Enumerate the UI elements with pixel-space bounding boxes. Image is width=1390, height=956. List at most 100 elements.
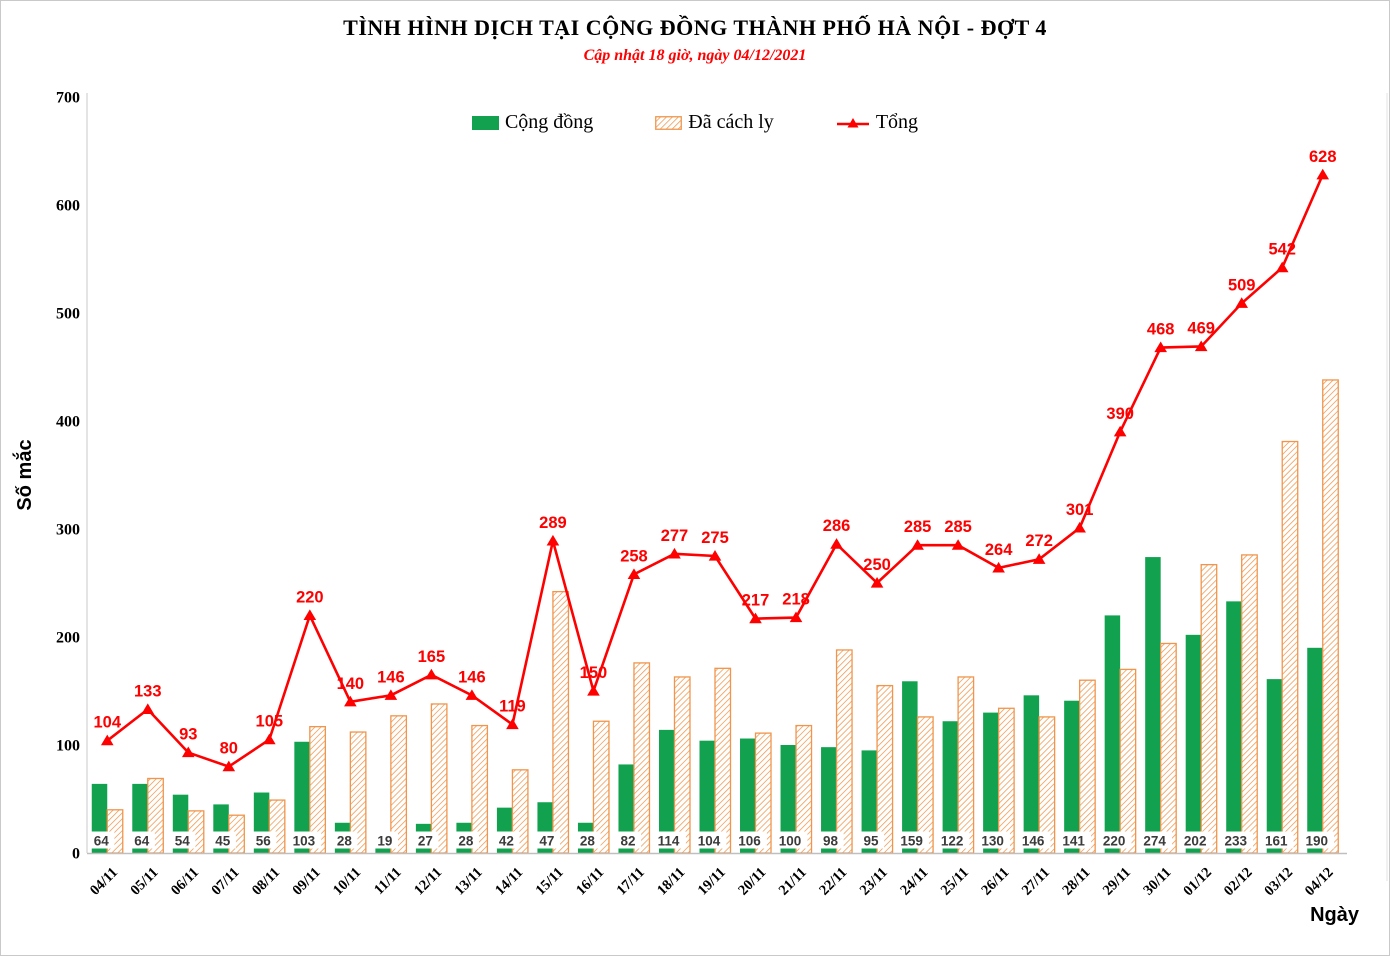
bar-value-label-box: [817, 831, 844, 849]
bar-value-label-box: [857, 831, 885, 849]
bar-value-label-box: [1096, 831, 1132, 849]
x-tick-label: 11/11: [371, 865, 405, 899]
bar-cong-dong: [1023, 695, 1040, 853]
y-axis-title: Số mắc: [12, 439, 36, 510]
bar-cong-dong: [1145, 557, 1161, 853]
bar-value-label: 27: [418, 834, 433, 849]
total-value-label: 264: [985, 541, 1013, 559]
bar-value-label: 64: [134, 834, 150, 849]
bar-da-cach-ly: [430, 703, 448, 854]
x-tick-label: 01/12: [1180, 865, 1215, 900]
bar-value-label-box: [88, 831, 115, 849]
total-value-label: 150: [580, 664, 608, 682]
legend-item-cong-dong: Cộng đồng: [471, 111, 593, 134]
bar-value-label: 47: [539, 834, 554, 849]
bar-value-label-box: [651, 831, 686, 849]
bar-cong-dong: [1266, 679, 1283, 853]
bar-value-label: 122: [941, 834, 964, 849]
bar-da-cach-ly: [997, 707, 1015, 854]
bar-value-labels: 64 64 54 45 56 103 28 19 27 28 42 47 28 82 114 104 106 10…: [88, 831, 1335, 849]
total-marker-triangle: [992, 561, 1005, 573]
bar-value-label-box: [286, 831, 322, 849]
x-tick-label: 18/11: [654, 865, 688, 899]
bar-cong-dong: [780, 745, 797, 853]
legend-item-da-cach-ly: Đã cách ly: [655, 111, 774, 134]
bar-cong-dong: [1226, 601, 1242, 853]
total-value-label: 133: [134, 682, 162, 700]
total-marker-triangle: [384, 689, 398, 700]
total-value-label: 146: [377, 668, 405, 686]
total-marker-triangle: [870, 577, 884, 588]
x-tick-label: 28/11: [1059, 865, 1093, 899]
y-tick-label: 600: [56, 198, 80, 215]
total-marker-triangle: [1194, 340, 1208, 352]
total-marker-triangle: [627, 568, 641, 579]
y-tick-label: 0: [72, 846, 80, 863]
total-value-label: 217: [742, 592, 770, 610]
total-markers: [100, 168, 1330, 772]
x-tick-label: 15/11: [533, 865, 567, 899]
x-tick-label: 14/11: [492, 865, 526, 899]
total-value-label: 390: [1106, 405, 1134, 423]
x-tick-label: 06/11: [168, 865, 202, 899]
bar-cong-dong: [294, 741, 310, 853]
bar-value-label: 146: [1022, 834, 1045, 849]
bar-cong-dong: [821, 747, 837, 853]
total-value-label: 105: [256, 713, 284, 731]
bar-value-label: 28: [337, 834, 353, 849]
x-tick-label: 26/11: [978, 865, 1012, 899]
total-value-label: 218: [782, 591, 810, 609]
bar-da-cach-ly: [1160, 642, 1177, 854]
bar-value-label-box: [1258, 831, 1294, 849]
bar-value-label-box: [169, 831, 196, 849]
x-tick-labels: 04/11 05/11 06/11 07/11 08/11 09/11 10/11 11/11…: [87, 865, 1337, 900]
total-marker-triangle: [506, 718, 519, 730]
total-value-label: 258: [620, 547, 648, 565]
bar-da-cach-ly: [552, 590, 570, 854]
total-marker-triangle: [263, 733, 276, 745]
total-value-label: 93: [179, 726, 197, 744]
bar-value-label: 202: [1184, 834, 1207, 849]
total-marker-triangle: [141, 703, 155, 714]
x-tick-label: 20/11: [735, 865, 769, 899]
y-tick-label: 300: [56, 522, 80, 539]
total-value-label: 275: [701, 529, 729, 547]
legend-swatch-green-bar: [471, 115, 499, 130]
x-tick-label: 07/11: [209, 865, 243, 899]
x-tick-label: 29/11: [1100, 865, 1134, 899]
bar-cong-dong: [740, 738, 756, 853]
total-marker-triangle: [546, 534, 560, 546]
total-marker-triangle: [181, 746, 195, 758]
total-marker-triangle: [465, 689, 479, 700]
total-value-label: 165: [418, 648, 446, 666]
bar-cong-dong: [902, 681, 918, 853]
bar-value-label: 104: [698, 834, 721, 849]
x-tick-label: 05/11: [127, 865, 161, 899]
bar-value-label-box: [371, 831, 398, 849]
x-tick-label: 04/11: [87, 865, 121, 899]
bar-cong-dong: [1307, 647, 1323, 853]
bar-value-label: 274: [1143, 834, 1166, 849]
legend-swatch-hatched-bar: [655, 115, 683, 130]
bar-value-label-box: [614, 831, 642, 849]
x-tick-label: 04/12: [1302, 865, 1337, 900]
bar-value-label: 28: [458, 834, 474, 849]
total-value-label: 286: [823, 517, 851, 535]
bar-value-label-box: [493, 831, 520, 849]
bar-value-label-box: [412, 831, 439, 849]
bar-value-label: 220: [1103, 834, 1126, 849]
total-marker-triangle: [425, 668, 438, 680]
bar-da-cach-ly: [714, 667, 732, 854]
bar-value-label: 159: [900, 834, 923, 849]
total-value-label: 119: [499, 697, 526, 715]
bar-value-label-box: [1015, 831, 1051, 849]
x-tick-label: 22/11: [816, 865, 850, 899]
total-marker-triangle: [668, 547, 681, 559]
total-marker-triangle: [1073, 521, 1086, 533]
bar-da-cach-ly: [1322, 379, 1339, 854]
bar-value-label-box: [772, 831, 808, 849]
x-tick-label: 03/12: [1261, 865, 1296, 900]
bar-da-cach-ly: [835, 649, 853, 854]
total-marker-triangle: [303, 609, 317, 620]
